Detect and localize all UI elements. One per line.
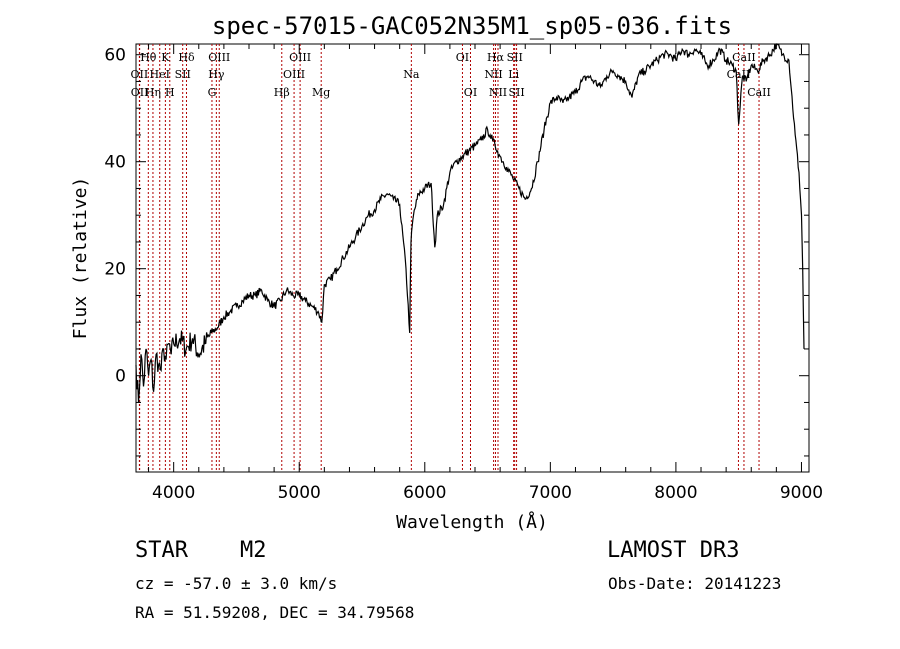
axis-ticks: 4000 5000 6000 7000 8000 9000 0 20 40 60 xyxy=(104,44,823,503)
x-tick-label-4: 8000 xyxy=(654,483,697,503)
line-label-1-6: NII xyxy=(484,68,502,81)
ra-dec-coordinates: RA = 51.59208, DEC = 34.79568 xyxy=(135,603,415,622)
spectral-line-markers xyxy=(138,44,760,472)
line-label-1-4: OIII xyxy=(283,68,305,81)
line-label-0-7: SII xyxy=(507,51,523,64)
line-label-1-0: OII xyxy=(131,68,149,81)
redshift-velocity: cz = -57.0 ± 3.0 km/s xyxy=(135,574,338,593)
y-axis-label: Flux (relative) xyxy=(70,177,91,340)
line-label-1-1: HeI xyxy=(150,68,170,81)
line-label-0-4: OIII xyxy=(289,51,311,64)
line-label-1-7: Li xyxy=(508,68,519,81)
line-label-2-4: Hβ xyxy=(274,86,290,99)
plot-frame xyxy=(135,43,810,473)
x-tick-label-2: 6000 xyxy=(403,483,446,503)
line-label-2-8: SII xyxy=(508,86,524,99)
observation-date: Obs-Date: 20141223 xyxy=(608,574,782,593)
y-tick-label-1: 20 xyxy=(104,260,126,280)
line-label-1-2: SII xyxy=(175,68,191,81)
line-label-0-1: K xyxy=(161,51,170,64)
y-tick-label-3: 60 xyxy=(104,46,126,66)
line-label-2-0: OII xyxy=(131,86,149,99)
y-tick-label-0: 0 xyxy=(115,367,126,387)
x-tick-label-5: 9000 xyxy=(780,483,823,503)
x-tick-label-3: 7000 xyxy=(529,483,572,503)
spectrum-line xyxy=(135,43,805,403)
line-label-0-2: Hδ xyxy=(178,51,195,64)
line-label-2-2: H xyxy=(165,86,175,99)
line-label-1-5: Na xyxy=(403,68,420,81)
x-tick-label-1: 5000 xyxy=(278,483,321,503)
object-subclass: M2 xyxy=(240,538,267,563)
line-label-2-6: OI xyxy=(464,86,477,99)
object-class: STAR xyxy=(135,538,188,563)
line-label-0-6: Hα xyxy=(487,51,505,64)
line-label-2-7: NII xyxy=(489,86,507,99)
x-tick-label-0: 4000 xyxy=(152,483,195,503)
line-label-2-3: G xyxy=(208,86,217,99)
line-label-0-3: OIII xyxy=(208,51,230,64)
line-label-2-9: CaII xyxy=(747,86,771,99)
line-label-0-5: OI xyxy=(456,51,469,64)
x-axis-label: Wavelength (Å) xyxy=(396,511,548,533)
line-label-2-1: Hη xyxy=(145,86,161,99)
survey-name: LAMOST DR3 xyxy=(607,538,740,563)
y-tick-label-2: 40 xyxy=(104,153,126,173)
line-label-2-5: Mg xyxy=(312,86,330,99)
line-label-1-3: Hγ xyxy=(208,68,225,81)
line-label-0-8: CaII xyxy=(732,51,756,64)
chart-title: spec-57015-GAC052N35M1_sp05-036.fits xyxy=(212,12,732,40)
line-label-0-0: Hθ xyxy=(140,51,157,64)
